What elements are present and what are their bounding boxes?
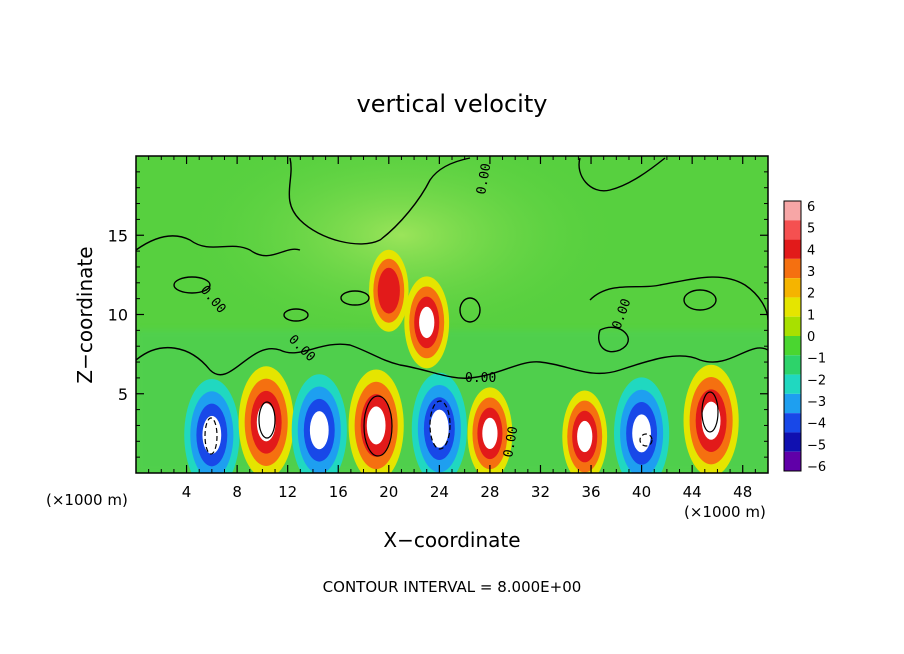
chart-title: vertical velocity xyxy=(357,90,548,118)
downdraft-cell xyxy=(184,378,240,473)
cell-band xyxy=(577,420,593,453)
updraft-cell xyxy=(369,249,409,332)
contour-label: 0.00 xyxy=(501,425,521,458)
colorbar-swatch xyxy=(784,278,801,298)
colorbar-tick-label: 1 xyxy=(807,308,815,323)
x-tick-label: 36 xyxy=(581,483,600,501)
colorbar-tick-label: −4 xyxy=(807,417,826,432)
updraft-cell xyxy=(562,390,608,473)
colorbar-swatch xyxy=(784,201,801,221)
x-axis: 4 8 12 16 20 24 28 32 36 40 44 48 xyxy=(148,156,756,501)
updraft-cell xyxy=(238,366,294,473)
x-tick-label: 8 xyxy=(232,483,242,501)
cell-band xyxy=(632,414,651,453)
x-tick-label: 24 xyxy=(430,483,449,501)
cell-band xyxy=(366,406,386,445)
downdraft-cell xyxy=(411,372,467,473)
core-contours xyxy=(204,391,719,457)
zero-contours xyxy=(136,157,768,379)
colorbar-tick-label: 4 xyxy=(807,243,815,258)
colorbar-tick-label: −6 xyxy=(807,460,826,475)
colorbar-swatch xyxy=(784,336,801,356)
colorbar-swatch xyxy=(784,393,801,414)
x-unit-left: (×1000 m) xyxy=(46,491,128,509)
updraft-cell xyxy=(348,369,404,473)
x-tick-label: 16 xyxy=(329,483,348,501)
colorbar-frame xyxy=(783,200,802,472)
contour-label: 0.00 xyxy=(465,371,496,386)
colorbar-swatch xyxy=(784,258,801,279)
colorbar-swatch xyxy=(784,297,801,317)
colorbar-tick-label: 5 xyxy=(807,222,815,237)
colorbar-tick-label: 2 xyxy=(807,287,815,302)
colorbar-swatch xyxy=(784,239,801,259)
colorbar-swatch xyxy=(784,374,801,394)
contour-label: 0.00 xyxy=(474,162,494,195)
cell-band xyxy=(419,306,435,339)
cell-band xyxy=(309,411,329,450)
colorbar-swatch xyxy=(784,432,801,452)
x-unit-right: (×1000 m) xyxy=(684,503,766,521)
x-tick-label: 28 xyxy=(480,483,499,501)
colorbar-tick-label: 0 xyxy=(807,330,815,345)
colorbar-swatch xyxy=(784,355,801,375)
cell-band xyxy=(377,267,400,314)
colorbar-tick-label: 3 xyxy=(807,265,815,280)
colorbar: 6 5 4 3 2 1 0 −1 −2 −3 −4 −5 −6 xyxy=(783,200,826,475)
y-tick-label: 15 xyxy=(108,226,128,245)
x-tick-label: 44 xyxy=(683,483,702,501)
y-tick-label: 5 xyxy=(118,385,128,404)
x-tick-label: 32 xyxy=(531,483,550,501)
x-tick-label: 20 xyxy=(379,483,398,501)
updraft-cell xyxy=(467,387,513,473)
colorbar-swatch xyxy=(784,451,801,471)
colorbar-tick-label: −3 xyxy=(807,395,826,410)
colorbar-tick-label: −2 xyxy=(807,373,826,388)
colorbar-swatch xyxy=(784,220,801,240)
downdraft-cell xyxy=(614,377,670,473)
x-tick-label: 40 xyxy=(632,483,651,501)
cell-band xyxy=(429,409,449,448)
velocity-cells xyxy=(184,249,739,473)
colorbar-swatch xyxy=(784,316,801,336)
colorbar-swatch xyxy=(784,413,801,433)
x-tick-label: 4 xyxy=(182,483,192,501)
x-tick-label: 48 xyxy=(733,483,752,501)
downdraft-cell xyxy=(291,374,347,473)
contour-interval-footer: CONTOUR INTERVAL = 8.000E+00 xyxy=(323,578,582,596)
colorbar-tick-label: −5 xyxy=(807,438,826,453)
y-axis-label: Z−coordinate xyxy=(73,246,97,383)
cell-band xyxy=(482,417,498,450)
updraft-cell xyxy=(683,364,739,473)
x-axis-label: X−coordinate xyxy=(383,528,520,552)
y-axis: 5 10 15 xyxy=(108,171,768,458)
updraft-cell xyxy=(404,276,450,369)
colorbar-tick-label: −1 xyxy=(807,352,826,367)
plot-area: 0.00 0.00 0.00 0.00 0.00 0.00 xyxy=(136,156,768,473)
y-tick-label: 10 xyxy=(108,306,128,325)
colorbar-tick-label: 6 xyxy=(807,200,815,215)
x-tick-label: 12 xyxy=(278,483,297,501)
